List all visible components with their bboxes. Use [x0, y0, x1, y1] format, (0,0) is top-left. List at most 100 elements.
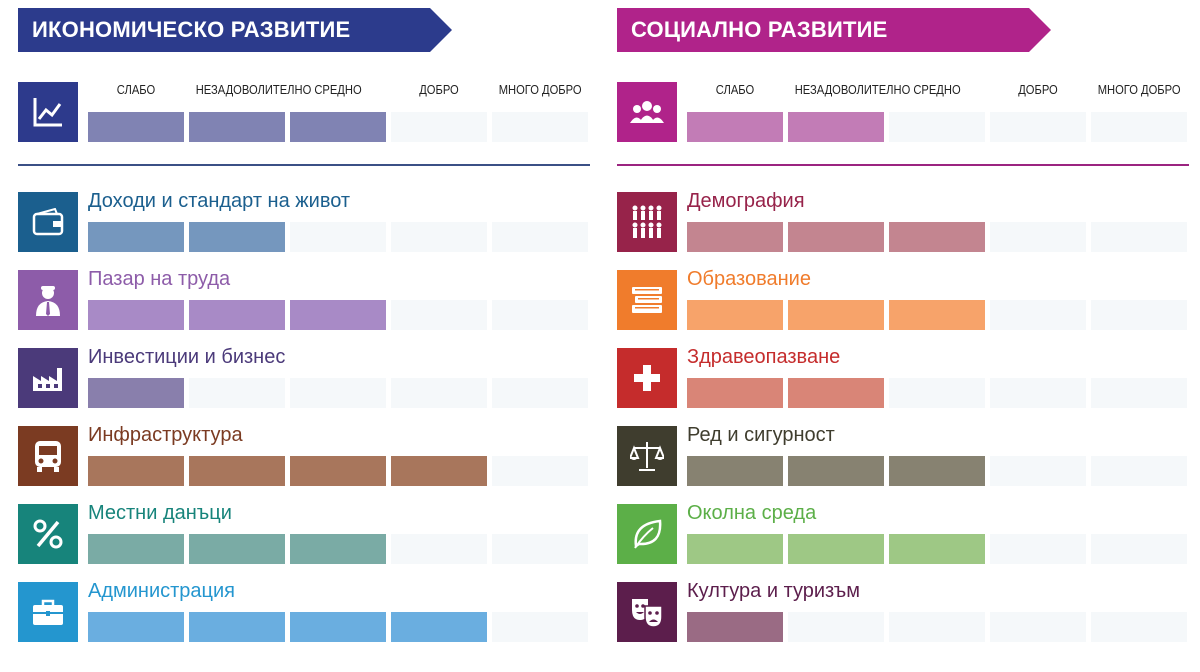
section-banner: ИКОНОМИЧЕСКО РАЗВИТИЕ [18, 8, 452, 52]
rating-segment-filled [391, 456, 487, 486]
wallet-icon [18, 192, 78, 252]
rating-segment-empty [492, 112, 588, 142]
population-icon [617, 192, 677, 252]
section-divider [617, 164, 1189, 166]
rating-label: СЛАБО [116, 82, 156, 97]
rating-segment-filled [88, 300, 184, 330]
category-label: Ред и сигурност [687, 424, 835, 446]
rating-segment-empty [492, 222, 588, 252]
rating-segment-filled [189, 300, 285, 330]
category-label: Инфраструктура [88, 424, 243, 446]
rating-segment-filled [189, 612, 285, 642]
rating-segment-filled [189, 222, 285, 252]
rating-segment-filled [88, 534, 184, 564]
rating-segment-filled [889, 456, 985, 486]
rating-label: СЛАБО [715, 82, 755, 97]
scales-icon [617, 426, 677, 486]
rating-segment-empty [788, 612, 884, 642]
bus-icon [18, 426, 78, 486]
rating-segment-filled [88, 112, 184, 142]
rating-segment-filled [788, 300, 884, 330]
rating-segment-filled [788, 112, 884, 142]
rating-segment-filled [788, 456, 884, 486]
rating-segment-filled [889, 222, 985, 252]
rating-segment-empty [1091, 300, 1187, 330]
category-label: Доходи и стандарт на живот [88, 190, 351, 212]
rating-segment-filled [290, 534, 386, 564]
rating-segment-filled [788, 378, 884, 408]
rating-segment-empty [990, 612, 1086, 642]
rating-segment-empty [290, 378, 386, 408]
rating-label: НЕЗАДОВОЛИТЕЛНО [794, 82, 911, 97]
rating-segment-filled [687, 300, 783, 330]
rating-segment-empty [391, 534, 487, 564]
theater-masks-icon [617, 582, 677, 642]
rating-segment-empty [189, 378, 285, 408]
rating-segment-empty [492, 534, 588, 564]
section-banner: СОЦИАЛНО РАЗВИТИЕ [617, 8, 1051, 52]
rating-segment-empty [290, 222, 386, 252]
rating-segment-filled [687, 222, 783, 252]
rating-segment-empty [889, 378, 985, 408]
rating-segment-filled [189, 456, 285, 486]
factory-icon [18, 348, 78, 408]
people-icon [617, 82, 677, 142]
rating-segment-filled [687, 378, 783, 408]
rating-segment-filled [687, 612, 783, 642]
rating-segment-empty [391, 112, 487, 142]
rating-segment-empty [990, 300, 1086, 330]
rating-label: СРЕДНО [314, 82, 362, 97]
rating-segment-empty [990, 222, 1086, 252]
section-title: ИКОНОМИЧЕСКО РАЗВИТИЕ [32, 17, 351, 42]
rating-segment-empty [1091, 378, 1187, 408]
rating-segment-empty [391, 300, 487, 330]
rating-segment-empty [889, 612, 985, 642]
category-label: Здравеопазване [687, 346, 841, 368]
rating-segment-empty [1091, 222, 1187, 252]
section-divider [18, 164, 590, 166]
rating-segment-empty [492, 300, 588, 330]
category-label: Администрация [88, 580, 236, 602]
briefcase-icon [18, 582, 78, 642]
rating-segment-filled [788, 534, 884, 564]
rating-segment-empty [990, 534, 1086, 564]
rating-segment-filled [687, 112, 783, 142]
social-development-section: СОЦИАЛНО РАЗВИТИЕ СЛАБО НЕЗАДОВОЛИТЕЛНО СРЕ… [617, 0, 1189, 672]
rating-segment-filled [88, 222, 184, 252]
rating-segment-filled [687, 456, 783, 486]
category-label: Местни данъци [88, 502, 232, 524]
category-label: Демография [687, 190, 805, 212]
category-label: Инвестиции и бизнес [88, 346, 286, 368]
rating-label: ДОБРО [419, 82, 459, 97]
rating-segment-empty [990, 112, 1086, 142]
rating-segment-filled [687, 534, 783, 564]
rating-segment-filled [290, 112, 386, 142]
rating-segment-filled [889, 534, 985, 564]
rating-segment-empty [1091, 612, 1187, 642]
category-label: Култура и туризъм [687, 580, 861, 602]
rating-segment-empty [391, 378, 487, 408]
rating-segment-filled [189, 112, 285, 142]
category-label: Околна среда [687, 502, 817, 524]
rating-segment-filled [88, 456, 184, 486]
rating-segment-empty [990, 456, 1086, 486]
economic-development-section: ИКОНОМИЧЕСКО РАЗВИТИЕ СЛАБО НЕЗАДОВОЛИТЕЛН… [18, 0, 590, 672]
rating-label: МНОГО ДОБРО [498, 82, 582, 97]
rating-segment-empty [990, 378, 1086, 408]
rating-label: МНОГО ДОБРО [1097, 82, 1181, 97]
rating-label: НЕЗАДОВОЛИТЕЛНО [195, 82, 312, 97]
percent-icon [18, 504, 78, 564]
section-title: СОЦИАЛНО РАЗВИТИЕ [631, 17, 888, 42]
rating-segment-filled [290, 456, 386, 486]
category-label: Образование [687, 268, 811, 290]
rating-segment-filled [889, 300, 985, 330]
rating-segment-empty [1091, 534, 1187, 564]
rating-segment-empty [1091, 112, 1187, 142]
rating-label: СРЕДНО [913, 82, 961, 97]
line-chart-icon [18, 82, 78, 142]
rating-segment-empty [492, 612, 588, 642]
rating-segment-filled [391, 612, 487, 642]
books-icon [617, 270, 677, 330]
rating-segment-filled [290, 612, 386, 642]
rating-segment-empty [889, 112, 985, 142]
